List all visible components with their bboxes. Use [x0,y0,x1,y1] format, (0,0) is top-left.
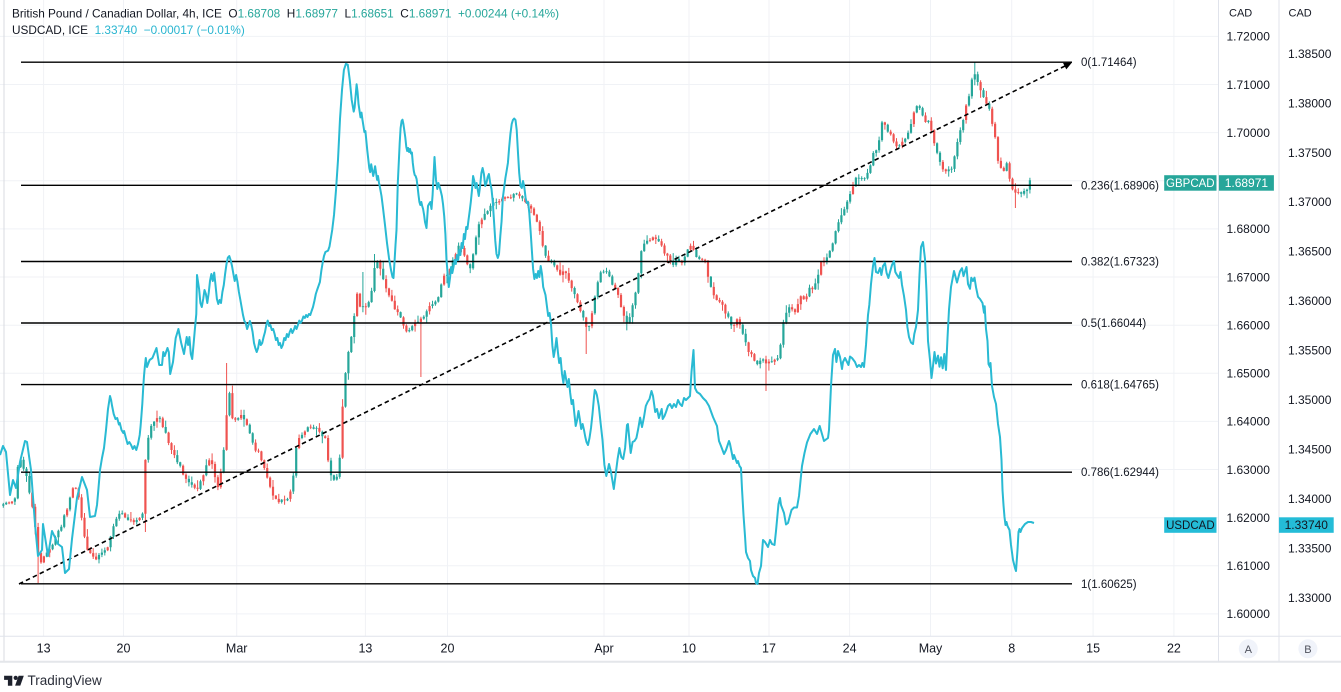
svg-text:1.34500: 1.34500 [1288,443,1332,457]
svg-text:1.68000: 1.68000 [1227,222,1271,236]
svg-text:1.33500: 1.33500 [1288,542,1332,556]
svg-text:GBPCAD: GBPCAD [1166,178,1215,190]
svg-text:1(1.60625): 1(1.60625) [1081,579,1137,591]
svg-text:May: May [919,642,943,656]
svg-text:1.62000: 1.62000 [1227,511,1271,525]
svg-text:22: 22 [1167,642,1181,656]
svg-text:USDCAD, ICE 1.33740 −0.00017: USDCAD, ICE 1.33740 −0.00017 (−0.01%) [12,23,245,37]
svg-text:15: 15 [1086,642,1100,656]
svg-text:13: 13 [358,642,372,656]
svg-text:Apr: Apr [594,642,613,656]
svg-text:0.382(1.67323): 0.382(1.67323) [1081,257,1159,269]
svg-text:10: 10 [682,642,696,656]
svg-text:0(1.71464): 0(1.71464) [1081,57,1137,69]
svg-text:1.61000: 1.61000 [1227,559,1271,573]
svg-text:17: 17 [762,642,776,656]
svg-text:A: A [1245,644,1253,656]
svg-text:0.236(1.68906): 0.236(1.68906) [1081,180,1159,192]
svg-text:1.72000: 1.72000 [1227,30,1271,44]
svg-text:1.37000: 1.37000 [1288,195,1332,209]
svg-text:13: 13 [37,642,51,656]
svg-text:USDCAD: USDCAD [1166,520,1215,532]
svg-text:1.38000: 1.38000 [1288,96,1332,110]
svg-text:1.67000: 1.67000 [1227,270,1271,284]
svg-text:1.38500: 1.38500 [1288,47,1332,61]
svg-text:1.35500: 1.35500 [1288,344,1332,358]
svg-text:1.60000: 1.60000 [1227,607,1271,621]
svg-text:1.66000: 1.66000 [1227,319,1271,333]
svg-text:1.70000: 1.70000 [1227,126,1271,140]
svg-text:1.71000: 1.71000 [1227,78,1271,92]
svg-text:20: 20 [441,642,455,656]
svg-text:0.5(1.66044): 0.5(1.66044) [1081,318,1146,330]
svg-text:TradingView: TradingView [28,673,103,688]
svg-text:1.36000: 1.36000 [1288,294,1332,308]
svg-text:20: 20 [117,642,131,656]
svg-text:CAD: CAD [1229,8,1252,20]
svg-text:1.33000: 1.33000 [1288,591,1332,605]
svg-text:1.68971: 1.68971 [1225,176,1269,190]
svg-text:British Pound / Canadian Dolla: British Pound / Canadian Dollar, 4h, ICE… [12,7,559,21]
svg-text:8: 8 [1008,642,1015,656]
svg-text:1.63000: 1.63000 [1227,463,1271,477]
svg-text:1.35000: 1.35000 [1288,393,1332,407]
svg-text:24: 24 [843,642,857,656]
svg-text:0.786(1.62944): 0.786(1.62944) [1081,467,1159,479]
svg-text:B: B [1304,644,1311,656]
svg-text:0.618(1.64765): 0.618(1.64765) [1081,380,1159,392]
svg-text:1.36500: 1.36500 [1288,245,1332,259]
svg-text:1.33740: 1.33740 [1285,518,1329,532]
svg-text:1.37500: 1.37500 [1288,146,1332,160]
svg-text:CAD: CAD [1289,8,1312,20]
svg-text:1.34000: 1.34000 [1288,492,1332,506]
svg-text:1.64000: 1.64000 [1227,415,1271,429]
svg-text:Mar: Mar [226,642,248,656]
svg-text:1.65000: 1.65000 [1227,367,1271,381]
